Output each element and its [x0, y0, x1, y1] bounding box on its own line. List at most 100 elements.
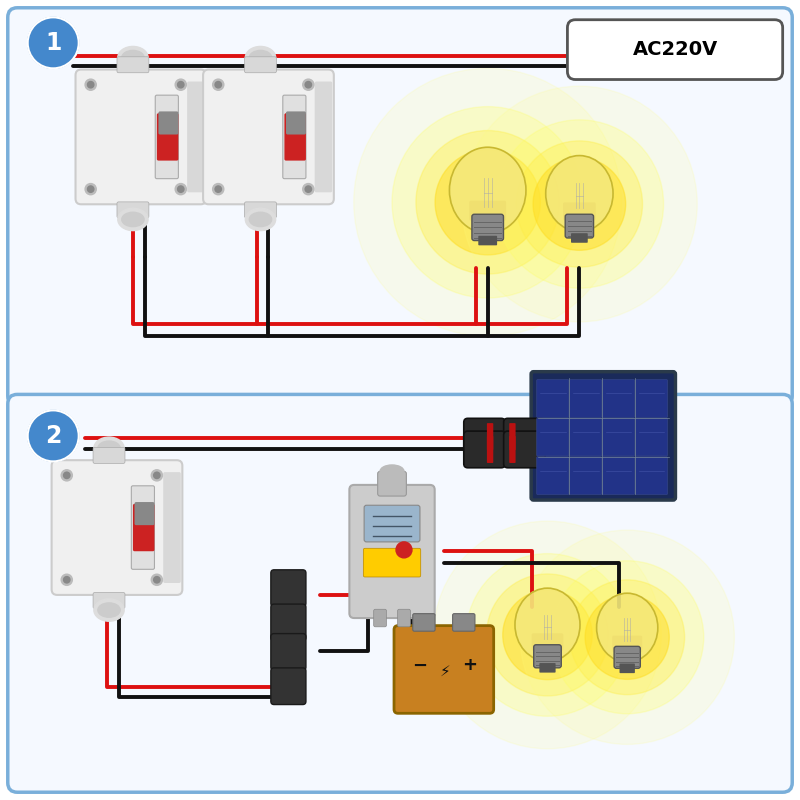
Text: −: −: [412, 657, 427, 674]
Circle shape: [85, 183, 96, 194]
Circle shape: [302, 79, 314, 90]
FancyBboxPatch shape: [133, 504, 154, 551]
FancyBboxPatch shape: [602, 418, 634, 456]
Circle shape: [63, 472, 70, 478]
Ellipse shape: [122, 50, 144, 65]
Ellipse shape: [98, 441, 120, 455]
FancyBboxPatch shape: [537, 418, 569, 456]
Circle shape: [87, 82, 94, 88]
FancyBboxPatch shape: [203, 70, 334, 204]
FancyBboxPatch shape: [504, 418, 545, 455]
FancyBboxPatch shape: [374, 610, 386, 627]
FancyBboxPatch shape: [75, 70, 206, 204]
Circle shape: [354, 68, 622, 336]
FancyBboxPatch shape: [570, 418, 602, 456]
FancyBboxPatch shape: [350, 485, 434, 618]
Circle shape: [466, 554, 629, 716]
Circle shape: [178, 186, 184, 192]
FancyBboxPatch shape: [570, 457, 602, 494]
Ellipse shape: [597, 594, 658, 662]
Circle shape: [502, 590, 592, 680]
Ellipse shape: [380, 465, 404, 478]
FancyBboxPatch shape: [314, 82, 332, 192]
FancyBboxPatch shape: [363, 548, 421, 577]
Text: AC220V: AC220V: [633, 40, 718, 59]
FancyBboxPatch shape: [614, 646, 640, 668]
Circle shape: [178, 82, 184, 88]
FancyBboxPatch shape: [619, 663, 635, 673]
Circle shape: [396, 542, 412, 558]
Circle shape: [213, 79, 224, 90]
Ellipse shape: [118, 46, 148, 69]
FancyBboxPatch shape: [539, 663, 556, 673]
Ellipse shape: [250, 50, 272, 65]
FancyBboxPatch shape: [570, 380, 602, 418]
Circle shape: [302, 183, 314, 194]
Circle shape: [550, 561, 704, 714]
Circle shape: [213, 183, 224, 194]
FancyBboxPatch shape: [93, 593, 125, 609]
Circle shape: [434, 521, 662, 749]
Text: ⚡: ⚡: [440, 663, 451, 678]
Circle shape: [570, 580, 685, 694]
Text: 2: 2: [45, 424, 62, 448]
Circle shape: [305, 186, 311, 192]
Ellipse shape: [118, 208, 148, 230]
Circle shape: [516, 141, 642, 267]
FancyBboxPatch shape: [413, 614, 435, 631]
FancyBboxPatch shape: [602, 380, 634, 418]
Ellipse shape: [250, 212, 272, 226]
FancyBboxPatch shape: [157, 114, 178, 161]
FancyBboxPatch shape: [187, 82, 205, 192]
Ellipse shape: [98, 603, 120, 618]
FancyBboxPatch shape: [464, 418, 506, 455]
Text: 1: 1: [45, 31, 62, 55]
Ellipse shape: [546, 156, 613, 231]
Circle shape: [416, 130, 559, 274]
Circle shape: [87, 186, 94, 192]
FancyBboxPatch shape: [504, 431, 545, 468]
Circle shape: [151, 574, 162, 586]
FancyBboxPatch shape: [378, 471, 406, 496]
FancyBboxPatch shape: [163, 472, 181, 583]
Circle shape: [61, 470, 72, 481]
FancyBboxPatch shape: [134, 502, 154, 525]
FancyBboxPatch shape: [155, 95, 178, 178]
FancyBboxPatch shape: [394, 626, 494, 714]
Circle shape: [154, 472, 160, 478]
FancyBboxPatch shape: [271, 668, 306, 705]
Circle shape: [175, 79, 186, 90]
FancyBboxPatch shape: [537, 380, 569, 418]
FancyBboxPatch shape: [635, 418, 667, 456]
Circle shape: [215, 186, 222, 192]
FancyBboxPatch shape: [534, 645, 562, 668]
FancyBboxPatch shape: [563, 202, 596, 220]
FancyBboxPatch shape: [131, 486, 154, 570]
Circle shape: [392, 106, 583, 298]
Circle shape: [495, 120, 663, 288]
Circle shape: [28, 18, 78, 68]
FancyBboxPatch shape: [245, 57, 277, 73]
FancyBboxPatch shape: [635, 380, 667, 418]
FancyBboxPatch shape: [567, 20, 782, 79]
FancyBboxPatch shape: [565, 214, 594, 238]
Circle shape: [151, 470, 162, 481]
Ellipse shape: [94, 437, 124, 459]
FancyBboxPatch shape: [487, 436, 494, 463]
Ellipse shape: [246, 46, 276, 69]
FancyBboxPatch shape: [453, 614, 475, 631]
Ellipse shape: [246, 208, 276, 230]
Circle shape: [305, 82, 311, 88]
FancyBboxPatch shape: [478, 236, 497, 246]
FancyBboxPatch shape: [285, 114, 306, 161]
FancyBboxPatch shape: [364, 506, 420, 542]
FancyBboxPatch shape: [487, 423, 494, 450]
FancyBboxPatch shape: [117, 202, 149, 218]
FancyBboxPatch shape: [271, 634, 306, 670]
FancyBboxPatch shape: [93, 447, 125, 463]
Circle shape: [486, 574, 609, 696]
FancyBboxPatch shape: [602, 457, 634, 494]
FancyBboxPatch shape: [271, 604, 306, 641]
FancyBboxPatch shape: [537, 457, 569, 494]
Ellipse shape: [122, 212, 144, 226]
